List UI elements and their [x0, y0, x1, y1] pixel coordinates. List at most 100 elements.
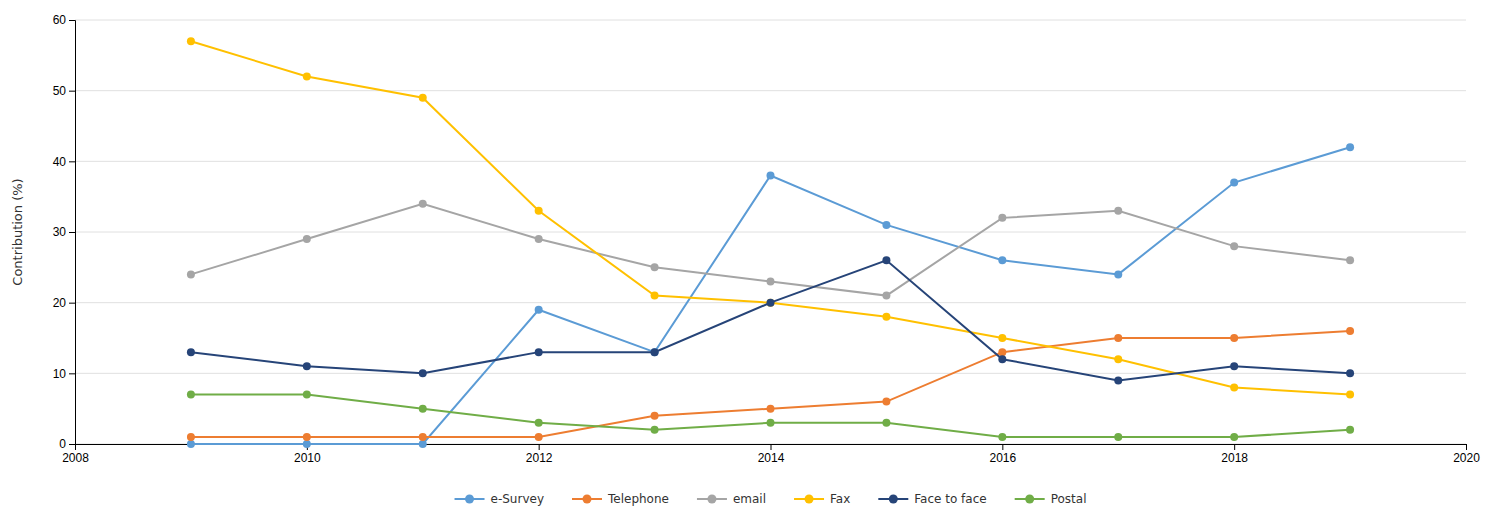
legend-swatch-marker: [805, 495, 814, 504]
x-tick: 2020: [1453, 444, 1480, 465]
point: [419, 94, 427, 102]
point: [303, 440, 311, 448]
point: [303, 235, 311, 243]
point: [187, 37, 195, 45]
legend-item: Face to face: [878, 492, 986, 506]
point: [419, 405, 427, 413]
series-line: [191, 260, 1350, 380]
point: [882, 221, 890, 229]
point: [187, 391, 195, 399]
x-tick: 2016: [989, 444, 1016, 465]
point: [187, 440, 195, 448]
x-tick: 2008: [62, 444, 89, 465]
legend-item: Telephone: [572, 492, 669, 506]
y-tick: 30: [53, 225, 75, 239]
series: [187, 37, 1354, 398]
point: [651, 426, 659, 434]
point: [535, 207, 543, 215]
y-tick-mark: [69, 91, 75, 92]
legend-label: email: [733, 492, 766, 506]
y-tick: 60: [53, 13, 75, 27]
grid-line: [75, 90, 1466, 91]
x-tick-label: 2012: [526, 451, 553, 465]
x-tick-mark: [771, 444, 772, 450]
grid-line: [75, 232, 1466, 233]
y-tick-mark: [69, 444, 75, 445]
point: [303, 362, 311, 370]
y-tick-mark: [69, 373, 75, 374]
point: [767, 405, 775, 413]
y-tick-mark: [69, 20, 75, 21]
plot: 2008201020122014201620182020010203040506…: [53, 13, 1481, 464]
x-tick: 2018: [1221, 444, 1248, 465]
point: [1346, 369, 1354, 377]
point: [998, 334, 1006, 342]
point: [1346, 391, 1354, 399]
point: [998, 256, 1006, 264]
x-tick-label: 2016: [989, 451, 1016, 465]
point: [1230, 433, 1238, 441]
point: [1114, 355, 1122, 363]
point: [882, 419, 890, 427]
legend-item: email: [697, 492, 766, 506]
x-tick: 2014: [758, 444, 785, 465]
series-line: [191, 331, 1350, 437]
series: [187, 200, 1354, 300]
point: [651, 412, 659, 420]
point: [303, 73, 311, 81]
series-line: [191, 204, 1350, 296]
point: [419, 433, 427, 441]
legend-label: Telephone: [607, 492, 669, 506]
point: [882, 398, 890, 406]
point: [535, 419, 543, 427]
x-axis-line: [76, 445, 1467, 451]
point: [651, 263, 659, 271]
grid-line: [75, 373, 1466, 374]
point: [535, 433, 543, 441]
point: [1230, 383, 1238, 391]
x-tick-label: 2008: [62, 451, 89, 465]
point: [767, 299, 775, 307]
y-axis-line: [69, 21, 76, 445]
x-tick-label: 2018: [1221, 451, 1248, 465]
series: [187, 256, 1354, 384]
point: [998, 433, 1006, 441]
point: [535, 235, 543, 243]
y-axis: 0 10 20 30 40 50 60: [53, 13, 76, 451]
series: [187, 391, 1354, 441]
point: [767, 277, 775, 285]
y-tick: 50: [53, 84, 75, 98]
point: [419, 440, 427, 448]
point: [1114, 207, 1122, 215]
legend-swatch-marker: [707, 495, 716, 504]
y-tick: 40: [53, 155, 75, 169]
series-line: [191, 395, 1350, 437]
marks: [187, 37, 1354, 448]
grid-line: [75, 20, 1466, 21]
point: [882, 292, 890, 300]
point: [767, 171, 775, 179]
y-tick-label: 0: [59, 437, 66, 451]
x-axis: 2008201020122014201620182020: [62, 444, 1480, 465]
x-tick-mark: [1234, 444, 1235, 450]
legend-label: Fax: [830, 492, 850, 506]
x-tick-label: 2014: [758, 451, 785, 465]
legend-swatch-marker: [1025, 495, 1034, 504]
legend-swatch-marker: [582, 495, 591, 504]
legend-swatch-marker: [889, 495, 898, 504]
y-tick-label: 10: [53, 367, 67, 381]
y-tick: 20: [53, 296, 75, 310]
y-tick-label: 40: [53, 155, 67, 169]
grid-line: [75, 161, 1466, 162]
point: [535, 348, 543, 356]
point: [535, 306, 543, 314]
point: [1346, 426, 1354, 434]
point: [1114, 433, 1122, 441]
point: [651, 348, 659, 356]
point: [1230, 362, 1238, 370]
x-tick-mark: [1002, 444, 1003, 450]
point: [1346, 143, 1354, 151]
point: [651, 292, 659, 300]
point: [187, 270, 195, 278]
point: [767, 419, 775, 427]
